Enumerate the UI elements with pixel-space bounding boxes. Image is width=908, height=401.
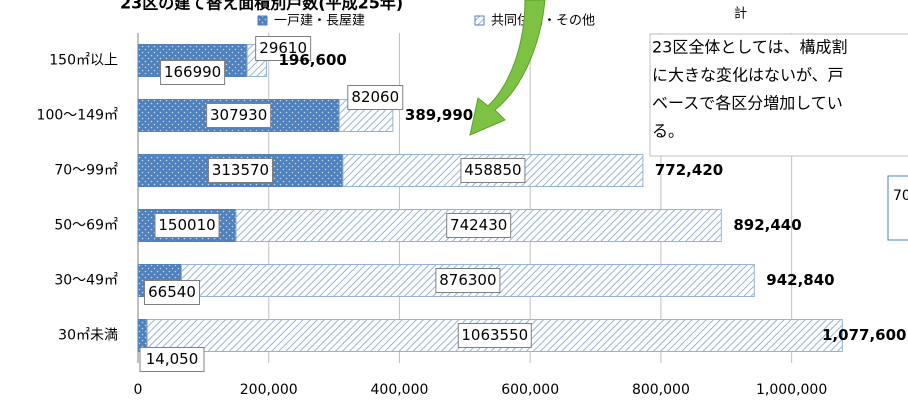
- annotation-line: 23区全体としては、構成割: [652, 38, 848, 57]
- chart-title: 23区の建て替え面積別戸数(平成25年): [120, 0, 403, 13]
- data-label-box: [446, 213, 512, 238]
- x-tick-label: 0: [134, 382, 143, 398]
- arrow: [469, 0, 546, 136]
- data-label-box: [206, 103, 272, 128]
- data-label-box: [457, 323, 532, 348]
- x-tick-label: 200,000: [240, 382, 298, 398]
- legend-label: 計: [734, 6, 747, 22]
- side-note: 70: [887, 175, 908, 241]
- data-label-box: [460, 158, 526, 183]
- y-tick-label: 50〜69㎡: [54, 218, 118, 234]
- annotation-line: ベースで各区分増加してい: [652, 94, 843, 113]
- data-label: 66540: [148, 283, 196, 301]
- total-label: 942,840: [766, 271, 834, 289]
- x-tick-label: 800,000: [632, 382, 690, 398]
- annotation-frame: [649, 33, 908, 157]
- data-label-box: [154, 213, 220, 238]
- data-label: 150010: [158, 216, 215, 234]
- legend-label: 一戸建・長屋建: [274, 14, 365, 29]
- y-tick-label: 150㎡以上: [49, 53, 118, 69]
- x-tick-label: 1,000,000: [756, 382, 827, 398]
- legend-swatch: [474, 15, 485, 26]
- plot-area: 0 200,000 400,000 600,000 800,000 1,000,000 15…: [37, 33, 906, 398]
- total-label: 1,077,600: [822, 326, 906, 344]
- legend: 一戸建・長屋建 共同住宅・その他 計: [257, 6, 747, 29]
- x-tick-label: 600,000: [501, 382, 559, 398]
- data-label-box: [347, 85, 404, 110]
- total-label: 389,990: [405, 106, 473, 124]
- y-tick-label: 30〜49㎡: [54, 273, 118, 289]
- side-note-frame: [887, 175, 908, 241]
- legend-swatch: [257, 15, 268, 26]
- total-label: 772,420: [655, 161, 723, 179]
- data-label: 1063550: [461, 326, 528, 344]
- annotation-line: に大きな変化はないが、戸: [652, 66, 844, 85]
- data-label: 29610: [259, 39, 307, 57]
- data-label-box: [207, 158, 273, 183]
- total-label: 892,440: [733, 216, 801, 234]
- data-label-box: [435, 268, 501, 293]
- data-label: 876300: [439, 271, 496, 289]
- data-label-box: [255, 36, 312, 61]
- data-label-box: [160, 60, 226, 85]
- data-label-box: [139, 347, 205, 372]
- y-tick-label: 70〜99㎡: [54, 163, 118, 179]
- side-note-text: 70: [893, 188, 908, 204]
- total-label: 196,600: [279, 51, 347, 69]
- data-label: 14,050: [146, 350, 199, 368]
- x-tick-label: 400,000: [371, 382, 429, 398]
- data-label-box: [144, 280, 200, 305]
- data-label: 307930: [210, 106, 267, 124]
- data-label: 166990: [164, 63, 221, 81]
- data-label: 82060: [351, 88, 399, 106]
- legend-label: 共同住宅・その他: [491, 14, 595, 29]
- annotation-line: る。: [652, 122, 684, 141]
- bar-segment: [137, 319, 148, 352]
- data-label: 742430: [450, 216, 507, 234]
- data-label: 458850: [464, 161, 521, 179]
- y-tick-label: 30㎡未満: [58, 328, 118, 344]
- data-label: 313570: [212, 161, 269, 179]
- y-tick-label: 100〜149㎡: [37, 108, 118, 124]
- annotation-box: 23区全体としては、構成割 に大きな変化はないが、戸 ベースで各区分増加してい …: [649, 33, 908, 157]
